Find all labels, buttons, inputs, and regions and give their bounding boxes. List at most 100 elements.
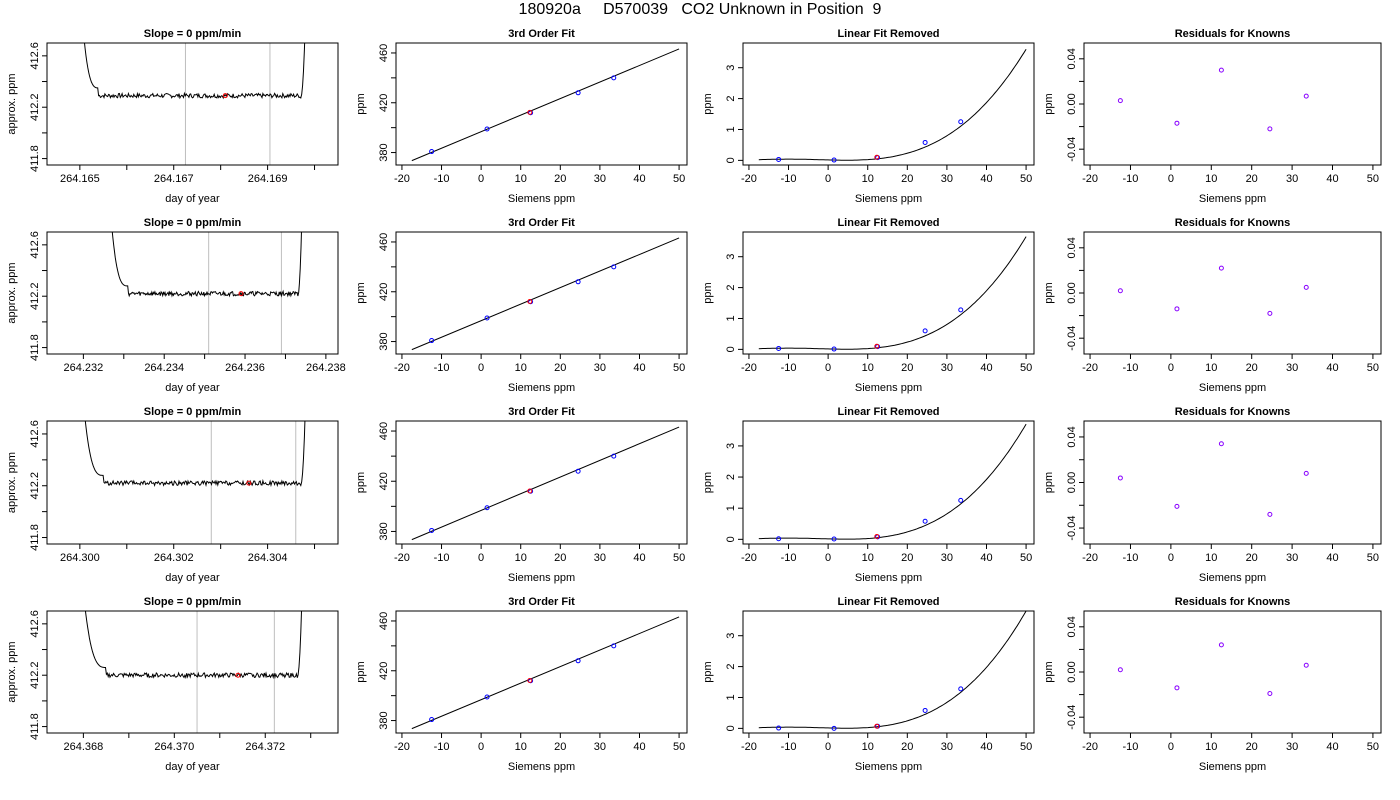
y-tick-label: 411.8 (29, 524, 41, 551)
y-tick-label: 3 (725, 633, 737, 639)
data-point (1218, 441, 1224, 447)
x-axis-label: Siemens ppm (508, 193, 575, 205)
plot-area (411, 616, 680, 730)
x-tick-label: 264.236 (225, 362, 265, 374)
x-tick-label: 0 (825, 362, 831, 374)
x-axis-label: Siemens ppm (1199, 382, 1266, 394)
page-title: 180920a D570039 CO2 Unknown in Position … (518, 1, 882, 18)
y-axis-label: ppm (355, 661, 367, 682)
y-tick-label: 412.6 (29, 42, 41, 70)
data-point (611, 453, 617, 459)
plot-area (84, 611, 302, 680)
data-point (776, 345, 782, 351)
chart-title: Linear Fit Removed (837, 596, 939, 608)
x-tick-label: 50 (1367, 741, 1379, 753)
y-axis-label: ppm (1043, 661, 1055, 682)
chart-panel-r3-c4: Residuals for Knowns Siemens ppm ppm -20 -10… (1043, 406, 1382, 584)
residual-curve (758, 611, 1027, 729)
x-tick-label: 40 (980, 362, 992, 374)
plot-frame (395, 231, 688, 355)
y-tick-label: 412.2 (29, 93, 41, 121)
y-tick-label: 0.00 (1066, 93, 1078, 114)
x-tick-label: 30 (941, 362, 953, 374)
x-tick-label: 0 (478, 741, 484, 753)
x-tick-label: -20 (1082, 552, 1098, 564)
x-tick-label: 0 (1168, 173, 1174, 185)
y-tick-label: -0.04 (1066, 137, 1078, 162)
data-point (429, 717, 435, 723)
data-point (1218, 67, 1224, 73)
x-tick-label: 264.238 (306, 362, 346, 374)
y-tick-label: 0 (725, 157, 737, 163)
chart-title: 3rd Order Fit (508, 217, 575, 229)
x-tick-label: -20 (741, 362, 757, 374)
x-axis-label: Siemens ppm (508, 761, 575, 773)
x-tick-label: -10 (434, 362, 450, 374)
x-tick-label: 30 (594, 552, 606, 564)
sample-marker (246, 480, 252, 486)
x-tick-label: 0 (1168, 552, 1174, 564)
data-point (1267, 126, 1273, 132)
y-tick-label: 380 (378, 711, 390, 729)
y-tick-label: 460 (378, 612, 390, 630)
x-tick-label: 20 (554, 362, 566, 374)
chart-title: 3rd Order Fit (508, 406, 575, 418)
x-axis-label: Siemens ppm (1199, 761, 1266, 773)
plot-area (1117, 67, 1309, 132)
x-tick-label: 10 (862, 362, 874, 374)
y-axis-label: approx. ppm (6, 641, 18, 702)
x-tick-label: 50 (1020, 173, 1032, 185)
chart-panel-r3-c1: Slope = 0 ppm/min day of year approx. ppm 2… (6, 406, 339, 584)
x-tick-label: 50 (1020, 741, 1032, 753)
plot-frame (395, 42, 688, 166)
x-tick-label: 20 (1246, 552, 1258, 564)
x-tick-label: 40 (1326, 552, 1338, 564)
y-tick-label: 0.04 (1066, 616, 1078, 637)
data-point (922, 328, 928, 334)
x-tick-label: -20 (1082, 362, 1098, 374)
data-point (831, 536, 837, 542)
fit-line (411, 48, 680, 162)
data-point (575, 279, 581, 285)
data-point (1174, 685, 1180, 691)
y-tick-label: 3 (725, 254, 737, 260)
unknown-point (527, 109, 533, 115)
data-point (1267, 690, 1273, 696)
x-tick-label: 30 (1286, 552, 1298, 564)
y-tick-label: 380 (378, 332, 390, 350)
concentration-trace (84, 611, 302, 680)
x-tick-label: 50 (1367, 173, 1379, 185)
y-tick-label: -0.04 (1066, 516, 1078, 541)
y-tick-label: 2 (725, 474, 737, 480)
plot-area (1117, 642, 1309, 696)
plot-frame (395, 610, 688, 734)
chart-title: 3rd Order Fit (508, 596, 575, 608)
x-tick-label: 30 (594, 173, 606, 185)
plot-frame (742, 610, 1035, 734)
x-tick-label: -20 (741, 173, 757, 185)
x-axis-label: Siemens ppm (855, 761, 922, 773)
plot-area (111, 232, 302, 298)
x-tick-label: 0 (825, 173, 831, 185)
chart-panel-r2-c2: 3rd Order Fit Siemens ppm ppm -20 -10 0 10 20 30… (355, 217, 688, 394)
plot-area (758, 611, 1027, 731)
data-point (958, 686, 964, 692)
x-tick-label: 20 (554, 741, 566, 753)
y-tick-label: 0.04 (1066, 426, 1078, 447)
unknown-point (527, 677, 533, 683)
x-tick-label: 0 (825, 552, 831, 564)
y-tick-label: 412.2 (29, 472, 41, 500)
chart-title: Residuals for Knowns (1175, 28, 1291, 40)
x-tick-label: 50 (673, 173, 685, 185)
x-axis-label: Siemens ppm (1199, 193, 1266, 205)
x-tick-label: 40 (633, 173, 645, 185)
data-point (429, 149, 435, 155)
x-tick-label: 50 (1020, 552, 1032, 564)
x-tick-label: -20 (394, 173, 410, 185)
data-point (1218, 265, 1224, 271)
plot-frame (46, 420, 339, 545)
y-axis-label: ppm (702, 661, 714, 682)
data-point (1303, 93, 1309, 99)
y-tick-label: 0.04 (1066, 48, 1078, 69)
plot-frame (46, 42, 339, 166)
